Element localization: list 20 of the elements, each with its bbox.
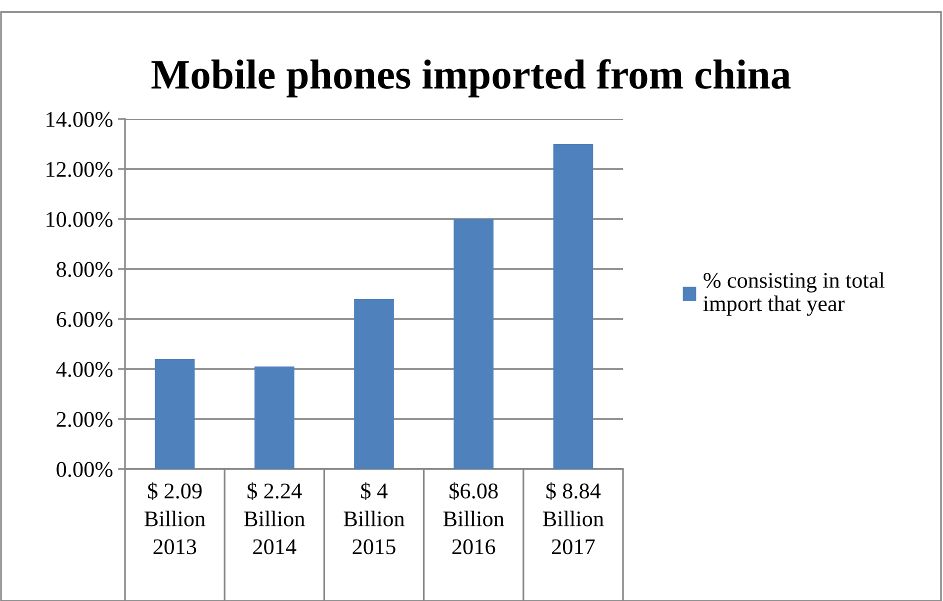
y-tick-label: 8.00%: [56, 262, 112, 278]
bar: [553, 144, 594, 469]
x-tick-label: $ 2.24 Billion 2014: [244, 482, 305, 554]
chart-title: Mobile phones imported from china: [151, 59, 791, 98]
y-tick-label: 4.00%: [56, 362, 112, 378]
y-tick-label: 14.00%: [46, 112, 112, 128]
x-tick-label: $ 4 Billion 2015: [344, 482, 405, 554]
y-tick-label: 6.00%: [56, 312, 112, 328]
x-tick-label: $ 2.09 Billion 2013: [144, 482, 206, 554]
y-tick-label: 10.00%: [46, 212, 112, 228]
bar: [454, 219, 494, 469]
bar: [254, 366, 294, 469]
y-tick-label: 0.00%: [56, 462, 112, 478]
y-tick-label: 12.00%: [46, 162, 112, 178]
y-tick-label: 2.00%: [56, 412, 112, 428]
legend-label: % consisting in total import that year: [703, 272, 884, 316]
bar: [154, 359, 195, 469]
x-tick-label: $ 8.84 Billion 2017: [542, 482, 604, 554]
x-tick-label: $6.08 Billion 2016: [443, 482, 504, 554]
bar: [354, 299, 394, 469]
